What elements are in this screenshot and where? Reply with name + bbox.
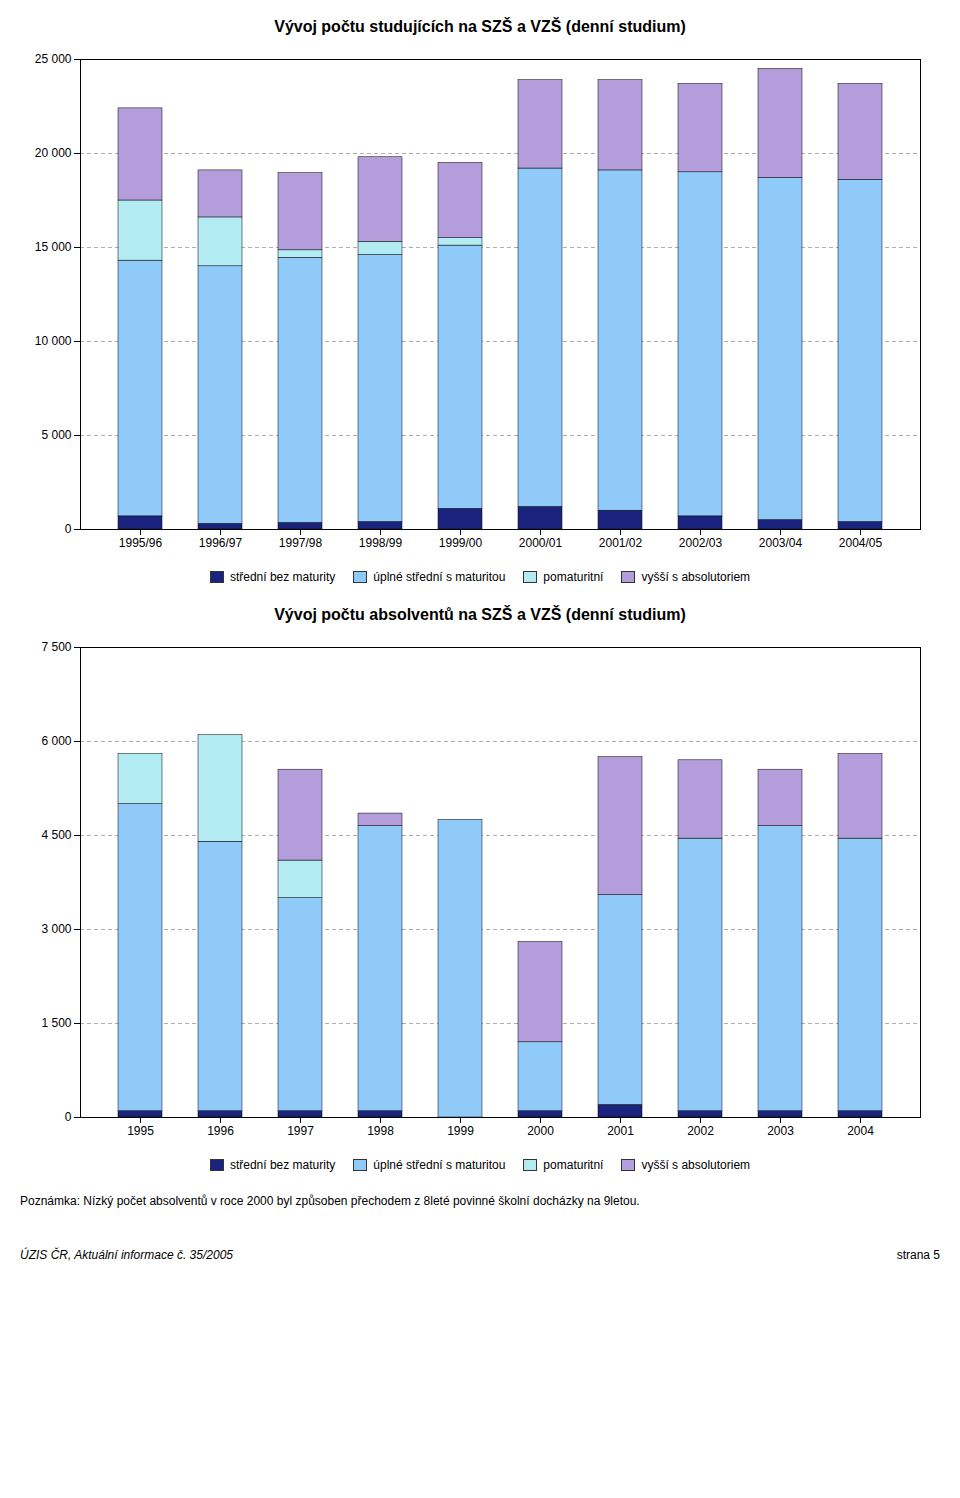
- svg-text:1 500: 1 500: [41, 1016, 71, 1030]
- svg-text:2001: 2001: [607, 1124, 634, 1138]
- svg-text:1995: 1995: [127, 1124, 154, 1138]
- html-text:úplné střední s maturitou: úplné střední s maturitou: [373, 1158, 506, 1172]
- svg-text:0: 0: [65, 522, 72, 536]
- svg-text:2004/05: 2004/05: [839, 536, 883, 550]
- svg-text:10 000: 10 000: [35, 334, 72, 348]
- html-text:úplné střední s maturitou: úplné střední s maturitou: [373, 570, 506, 584]
- svg-text:2000: 2000: [527, 1124, 554, 1138]
- svg-text:1997: 1997: [287, 1124, 314, 1138]
- svg-text:2002: 2002: [687, 1124, 714, 1138]
- svg-text:2002/03: 2002/03: [679, 536, 723, 550]
- html-text:strana 5: strana 5: [896, 1248, 940, 1262]
- svg-text:1998: 1998: [367, 1124, 394, 1138]
- html-text:střední bez maturity: střední bez maturity: [229, 1158, 336, 1172]
- svg-text:1998/99: 1998/99: [359, 536, 403, 550]
- html-text:ÚZIS ČR, Aktuální informace č.: ÚZIS ČR, Aktuální informace č. 35/2005: [20, 1248, 233, 1262]
- html-text:Vývoj počtu studujících na SZŠ: Vývoj počtu studujících na SZŠ a VZŠ (de…: [274, 18, 686, 35]
- svg-text:1999: 1999: [447, 1124, 474, 1138]
- svg-text:1996: 1996: [207, 1124, 234, 1138]
- html-text:pomaturitní: pomaturitní: [543, 570, 604, 584]
- html-text:Vývoj počtu absolventů na SZŠ: Vývoj počtu absolventů na SZŠ a VZŠ (den…: [274, 606, 686, 623]
- svg-text:25 000: 25 000: [35, 52, 72, 66]
- svg-text:2001/02: 2001/02: [599, 536, 643, 550]
- svg-text:1995/96: 1995/96: [119, 536, 163, 550]
- svg-text:0: 0: [65, 1110, 72, 1124]
- svg-text:2003/04: 2003/04: [759, 536, 803, 550]
- svg-text:20 000: 20 000: [35, 146, 72, 160]
- svg-text:1997/98: 1997/98: [279, 536, 323, 550]
- html-text:vyšší s absolutoriem: vyšší s absolutoriem: [641, 1158, 751, 1172]
- svg-text:2000/01: 2000/01: [519, 536, 563, 550]
- html-text:Poznámka: Nízký počet absolven: Poznámka: Nízký počet absolventů v roce …: [20, 1194, 640, 1208]
- svg-text:7 500: 7 500: [41, 640, 71, 654]
- svg-text:3 000: 3 000: [41, 922, 71, 936]
- html-text:pomaturitní: pomaturitní: [543, 1158, 604, 1172]
- svg-text:6 000: 6 000: [41, 734, 71, 748]
- html-text:střední bez maturity: střední bez maturity: [229, 570, 336, 584]
- svg-text:15 000: 15 000: [35, 240, 72, 254]
- svg-text:5 000: 5 000: [41, 428, 71, 442]
- svg-text:1996/97: 1996/97: [199, 536, 243, 550]
- svg-text:2004: 2004: [847, 1124, 874, 1138]
- svg-text:1999/00: 1999/00: [439, 536, 483, 550]
- html-text:vyšší s absolutoriem: vyšší s absolutoriem: [641, 570, 751, 584]
- svg-text:2003: 2003: [767, 1124, 794, 1138]
- svg-text:4 500: 4 500: [41, 828, 71, 842]
